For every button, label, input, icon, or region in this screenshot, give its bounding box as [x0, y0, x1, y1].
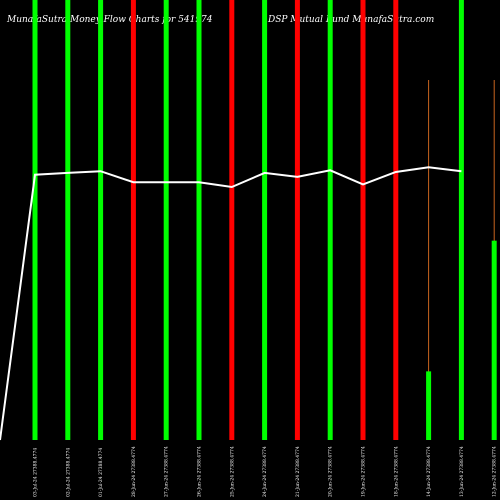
x-tick-label-5: 27-Jun-24 27388.4774 — [164, 446, 170, 497]
bar-12 — [393, 0, 399, 440]
bar-10 — [327, 0, 333, 440]
x-tick-label-8: 24-Jun-24 27388.4774 — [262, 446, 268, 497]
bar-13 — [426, 371, 432, 440]
bar-11 — [360, 0, 366, 440]
bar-2 — [65, 0, 71, 440]
x-tick-label-13: 14-Jun-24 27388.4774 — [426, 446, 432, 497]
bar-15 — [491, 240, 497, 440]
bar-1 — [32, 0, 38, 440]
x-tick-label-15: 12-Jun-24 27388.4774 — [492, 446, 498, 497]
bar-8 — [262, 0, 268, 440]
x-tick-label-14: 13-Jun-24 27388.4774 — [459, 446, 465, 497]
x-tick-label-10: 20-Jun-24 27388.4774 — [328, 446, 334, 497]
x-tick-label-7: 25-Jun-24 27388.4774 — [229, 446, 235, 497]
bar-3 — [98, 0, 104, 440]
money-flow-line-group — [0, 166, 462, 441]
x-tick-label-9: 21-Jun-24 27388.4774 — [295, 446, 301, 497]
bars-group — [32, 0, 497, 440]
bar-6 — [196, 0, 202, 440]
bar-9 — [294, 0, 300, 440]
x-tick-label-4: 28-Jun-24 27388.4774 — [131, 446, 137, 497]
x-tick-label-1: 03-Jul-24 27388.4774 — [33, 448, 39, 497]
x-tick-label-2: 02-Jul-24 27388.4774 — [65, 448, 71, 497]
chart-subtitle: DSP Mutual Fund MunafaSutra.com — [267, 15, 434, 25]
x-tick-label-12: 18-Jun-24 27388.4774 — [393, 446, 399, 497]
x-tick-label-6: 26-Jun-24 27388.4774 — [197, 446, 203, 497]
bar-14 — [458, 0, 464, 440]
bar-5 — [163, 0, 169, 440]
money-flow-line — [0, 166, 462, 441]
bar-7 — [229, 0, 235, 440]
chart-title: MunafaSutra Money Flow Charts for 541974 — [6, 15, 213, 25]
x-tick-label-3: 01-Jul-24 27388.4774 — [98, 448, 104, 497]
bar-4 — [130, 0, 136, 440]
x-tick-labels: 03-Jul-24 27388.4774 02-Jul-24 27388.4774… — [33, 446, 498, 497]
x-tick-label-11: 19-Jun-24 27388.4774 — [361, 446, 367, 497]
